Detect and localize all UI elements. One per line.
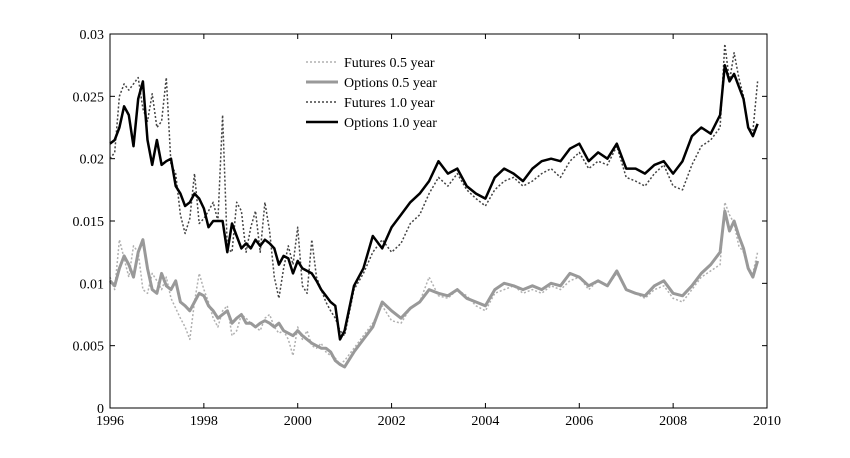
y-tick-label: 0.02: [80, 153, 105, 168]
y-tick-label: 0: [97, 402, 104, 417]
series-line-1: [108, 209, 760, 369]
x-tick-label: 1998: [190, 414, 218, 429]
legend-label-0: Futures 0.5 year: [344, 56, 435, 71]
y-tick-label: 0.005: [73, 340, 105, 355]
x-tick-label: 1996: [96, 414, 124, 429]
plot-frame: [109, 33, 768, 409]
y-tick-label: 0.03: [80, 28, 105, 43]
x-tick-label: 2008: [659, 414, 687, 429]
legend-label-2: Futures 1.0 year: [344, 96, 435, 111]
x-tick-label: 2004: [471, 414, 499, 429]
x-tick-label: 2002: [378, 414, 406, 429]
x-ticks: 1996 1998 2000 2002 2004 2006 2008 2010: [96, 34, 781, 429]
y-tick-label: 0.025: [73, 90, 105, 105]
series-line-3: [109, 63, 759, 341]
legend: Futures 0.5 year Options 0.5 year Futures …: [306, 56, 437, 131]
y-tick-label: 0.01: [80, 277, 105, 292]
legend-label-3: Options 1.0 year: [344, 116, 437, 131]
x-tick-label: 2010: [753, 414, 781, 429]
y-tick-label: 0.015: [73, 215, 105, 230]
series-lines: [108, 43, 760, 369]
x-tick-label: 2006: [565, 414, 593, 429]
x-tick-label: 2000: [284, 414, 312, 429]
y-ticks: 0 0.005 0.01 0.015 0.02 0.025 0.03: [73, 28, 767, 417]
legend-label-1: Options 0.5 year: [344, 76, 437, 91]
